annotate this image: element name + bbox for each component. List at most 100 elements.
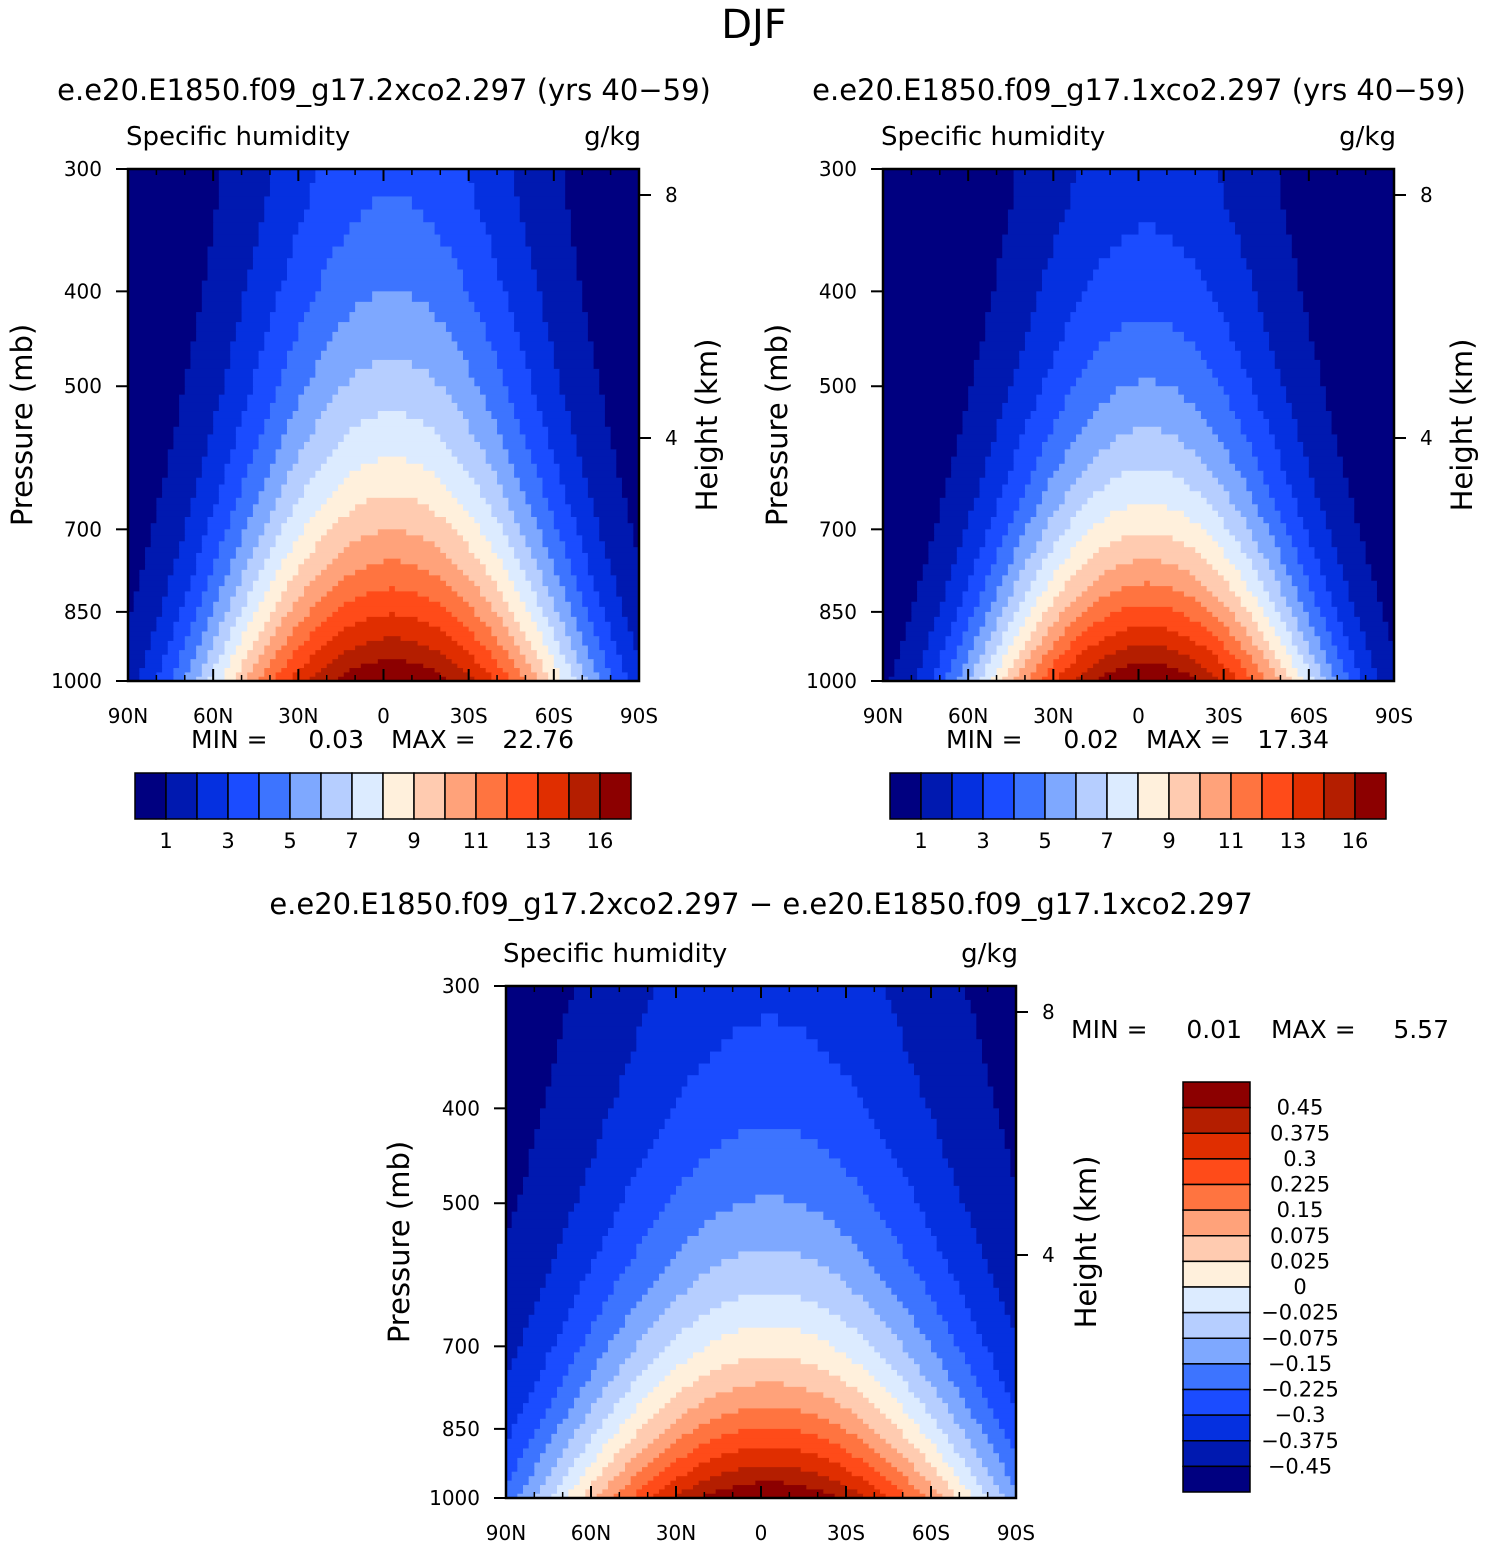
field-cell	[582, 672, 600, 678]
field-cell	[523, 1403, 552, 1409]
field-cell	[965, 1485, 983, 1491]
field-cell	[627, 621, 640, 628]
field-cell	[999, 1418, 1017, 1425]
field-cell	[985, 621, 998, 628]
field-cell	[264, 564, 282, 571]
field-cell	[945, 596, 964, 603]
field-cell	[179, 663, 192, 669]
field-cell	[908, 1476, 926, 1482]
field-cell	[1047, 606, 1066, 613]
field-cell	[1354, 659, 1372, 665]
field-cell	[360, 535, 424, 542]
field-cell	[931, 1228, 977, 1237]
field-cell	[224, 645, 237, 651]
field-cell	[574, 1433, 592, 1440]
field-cell	[857, 1433, 881, 1440]
field-cell	[326, 640, 368, 647]
field-cell	[1002, 234, 1054, 248]
max-label: MAX =	[391, 725, 476, 754]
field-cell	[551, 1063, 626, 1076]
field-cell	[885, 1457, 909, 1464]
field-cell	[863, 1251, 904, 1260]
colorbar-label: 0.3	[1283, 1147, 1316, 1171]
field-cell	[883, 586, 918, 592]
field-cell	[1280, 616, 1299, 623]
field-cell	[670, 1369, 711, 1377]
field-cell	[908, 1386, 938, 1393]
field-cell	[517, 1457, 541, 1464]
field-cell	[506, 1443, 530, 1450]
field-cell	[551, 1467, 569, 1473]
field-cell	[576, 654, 589, 660]
field-cell	[406, 529, 458, 536]
field-cell	[630, 1176, 683, 1187]
field-cell	[553, 510, 572, 518]
contour-field	[506, 986, 1017, 1499]
field-cell	[275, 291, 316, 303]
field-cell	[582, 636, 600, 642]
field-cell	[502, 377, 532, 387]
field-cell	[922, 659, 941, 665]
field-cell	[485, 668, 504, 674]
field-cell	[1007, 477, 1032, 486]
field-cell	[218, 659, 231, 665]
field-cell	[304, 523, 333, 530]
field-cell	[557, 1243, 603, 1253]
field-cell	[625, 1185, 677, 1196]
field-cell	[540, 1485, 558, 1491]
field-cell	[976, 1453, 1000, 1459]
field-cell	[1235, 611, 1253, 618]
field-cell	[474, 516, 498, 524]
field-cell	[241, 659, 260, 665]
field-cell	[627, 510, 640, 518]
field-cell	[587, 558, 612, 565]
field-cell	[545, 1364, 569, 1371]
field-cell	[451, 636, 475, 642]
field-cell	[196, 331, 237, 343]
field-cell	[1263, 477, 1287, 486]
field-cell	[440, 575, 470, 582]
field-cell	[979, 659, 992, 665]
field-cell	[1081, 535, 1123, 542]
field-cell	[951, 626, 969, 633]
field-cell	[1059, 341, 1100, 352]
field-cell	[377, 411, 407, 420]
field-cell	[928, 552, 958, 560]
field-cell	[1076, 616, 1106, 623]
field-cell	[1240, 659, 1253, 665]
field-cell	[919, 1471, 938, 1477]
field-cell	[846, 1467, 875, 1473]
field-cell	[1235, 654, 1253, 660]
field-cell	[366, 564, 419, 571]
field-cell	[1002, 640, 1015, 647]
field-cell	[710, 1457, 830, 1464]
field-cell	[298, 222, 351, 236]
field-cell	[1013, 449, 1043, 458]
x-tick-label: 60N	[193, 704, 233, 728]
field-cell	[625, 1063, 700, 1076]
field-cell	[973, 558, 998, 565]
field-cell	[1206, 668, 1230, 674]
field-cell	[1013, 196, 1071, 211]
field-cell	[919, 1086, 994, 1099]
field-cell	[693, 1448, 739, 1454]
field-cell	[264, 672, 277, 678]
field-cell	[156, 516, 186, 524]
field-cell	[576, 523, 600, 530]
field-cell	[1183, 394, 1230, 404]
field-cell	[880, 1352, 909, 1359]
field-cell	[269, 322, 299, 333]
field-cell	[1342, 463, 1395, 472]
field-cell	[574, 1403, 592, 1409]
field-cell	[579, 1453, 598, 1459]
field-cell	[883, 246, 1003, 259]
field-cell	[681, 1433, 722, 1440]
field-cell	[897, 1485, 915, 1491]
field-cell	[1070, 523, 1094, 530]
field-cell	[548, 552, 566, 560]
units-label: g/kg	[584, 122, 641, 152]
field-cell	[1064, 668, 1088, 674]
field-cell	[738, 1428, 802, 1435]
field-cell	[576, 616, 589, 623]
field-cell	[338, 441, 447, 450]
